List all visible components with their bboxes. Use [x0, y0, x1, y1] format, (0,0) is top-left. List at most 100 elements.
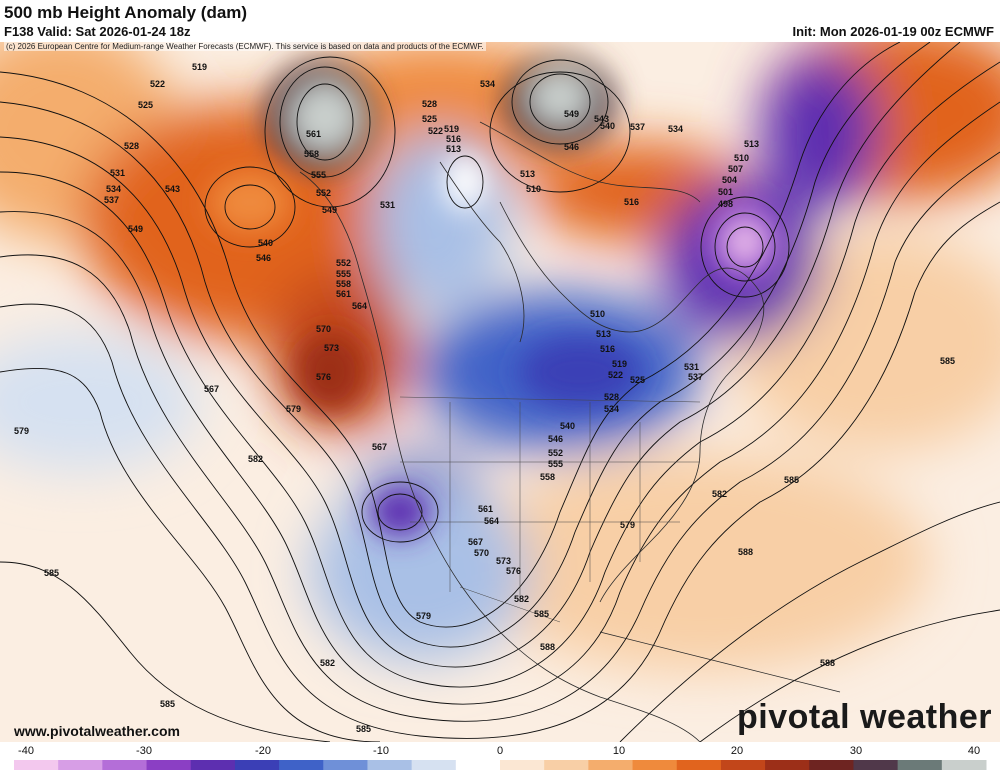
colorbar-tick: -40 [18, 745, 34, 757]
contour-label: 534 [480, 79, 495, 89]
anomaly-hawaii-trough [0, 332, 200, 472]
contour-label: 573 [324, 343, 339, 353]
colorbar-tick: 0 [497, 745, 503, 757]
contour-label: 579 [14, 426, 29, 436]
colorbar-swatch [102, 760, 148, 770]
colorbar-swatch [588, 760, 634, 770]
border-us-canada [399, 396, 701, 403]
contour-label: 564 [352, 301, 367, 311]
contour-label: 573 [496, 556, 511, 566]
contour-label: 537 [630, 122, 645, 132]
colorbar-tick: 30 [850, 745, 862, 757]
contour-closed-low [511, 59, 609, 145]
contour-label: 540 [600, 121, 615, 131]
contour-line [699, 609, 1000, 742]
contour-label: 588 [540, 642, 555, 652]
contour-label: 576 [506, 566, 521, 576]
colorbar-swatch [279, 760, 324, 770]
coastline-east [499, 201, 765, 603]
colorbar-tick: 40 [968, 745, 980, 757]
contour-closed-low [377, 493, 423, 531]
contour-line [0, 101, 1000, 705]
colorbar-tick: 20 [731, 745, 743, 757]
contour-line [0, 561, 331, 742]
contour-label: 558 [336, 279, 351, 289]
colorbar-swatch [941, 760, 987, 770]
contour-label: 534 [668, 124, 683, 134]
map-title: 500 mb Height Anomaly (dam) [4, 3, 248, 22]
contour-label: 540 [560, 421, 575, 431]
contour-label: 522 [150, 79, 165, 89]
contour-label: 555 [311, 170, 326, 180]
contour-label: 561 [478, 504, 493, 514]
anomaly-pacific-high-core [210, 172, 290, 232]
contour-closed-low [714, 212, 776, 282]
coastline-arctic [479, 121, 701, 203]
contour-label: 585 [534, 609, 549, 619]
colorbar-swatch [58, 760, 103, 770]
contour-label: 579 [416, 611, 431, 621]
contour-label: 585 [44, 568, 59, 578]
contour-label: 531 [110, 168, 125, 178]
colorbar-swatch [411, 760, 457, 770]
contour-label: 585 [784, 475, 799, 485]
colorbar-swatch [853, 760, 899, 770]
contour-label: 501 [718, 187, 733, 197]
contour-closed-low [489, 71, 631, 193]
contour-label: 561 [306, 129, 321, 139]
anomaly-hudson-core [443, 154, 487, 210]
colorbar-swatch [14, 760, 59, 770]
contour-label: 582 [248, 454, 263, 464]
contour-label: 534 [604, 404, 619, 414]
colorbar-swatch [190, 760, 236, 770]
colorbar-swatch [323, 760, 368, 770]
contour-label: 537 [688, 372, 703, 382]
colorbar-tick: -20 [255, 745, 271, 757]
contour-label: 546 [256, 253, 271, 263]
contour-label: 576 [316, 372, 331, 382]
contour-label: 582 [514, 594, 529, 604]
anomaly-lakes-core [520, 337, 640, 407]
contour-label: 585 [356, 724, 371, 734]
height-contours [0, 42, 1000, 742]
anomaly-southwest-core [370, 487, 430, 537]
contour-closed-low [361, 481, 439, 543]
contour-line [0, 42, 931, 648]
contour-label: 555 [548, 459, 563, 469]
contour-label: 525 [138, 100, 153, 110]
contour-label: 522 [428, 126, 443, 136]
contour-label: 510 [734, 153, 749, 163]
contour-label: 528 [124, 141, 139, 151]
contour-label: 552 [548, 448, 563, 458]
contour-label: 570 [316, 324, 331, 334]
contour-label: 504 [722, 175, 737, 185]
coastline-west [299, 171, 701, 742]
contour-closed-high [204, 166, 296, 248]
contour-label: 582 [712, 489, 727, 499]
contour-label: 549 [322, 205, 337, 215]
coastline-gulf [599, 631, 841, 693]
contour-label: 531 [380, 200, 395, 210]
contour-label: 546 [564, 142, 579, 152]
pivotal-weather-logo: pivotal weather [736, 698, 992, 736]
website-link[interactable]: www.pivotalweather.com [14, 723, 180, 739]
coastlines [299, 121, 841, 742]
contour-label: 567 [468, 537, 483, 547]
anomaly-pnw-core [295, 332, 365, 412]
contour-closed-low [264, 56, 396, 208]
contour-label: 516 [600, 344, 615, 354]
colorbar-tick: -10 [373, 745, 389, 757]
contour-label: 543 [594, 114, 609, 124]
contour-label: 516 [446, 134, 461, 144]
colorbar-swatches [14, 760, 987, 770]
anomaly-arctic-low-core [528, 69, 592, 125]
colorbar-swatch [455, 760, 501, 770]
contour-line [0, 151, 1000, 722]
contour-line [0, 367, 381, 742]
anomaly-davis-strait [760, 52, 880, 212]
colorbar-swatch [544, 760, 589, 770]
colorbar-tick: 10 [613, 745, 625, 757]
colorbar-tick: -30 [136, 745, 152, 757]
contour-closed-low [700, 196, 790, 298]
valid-time: F138 Valid: Sat 2026-01-24 18z [4, 24, 191, 39]
